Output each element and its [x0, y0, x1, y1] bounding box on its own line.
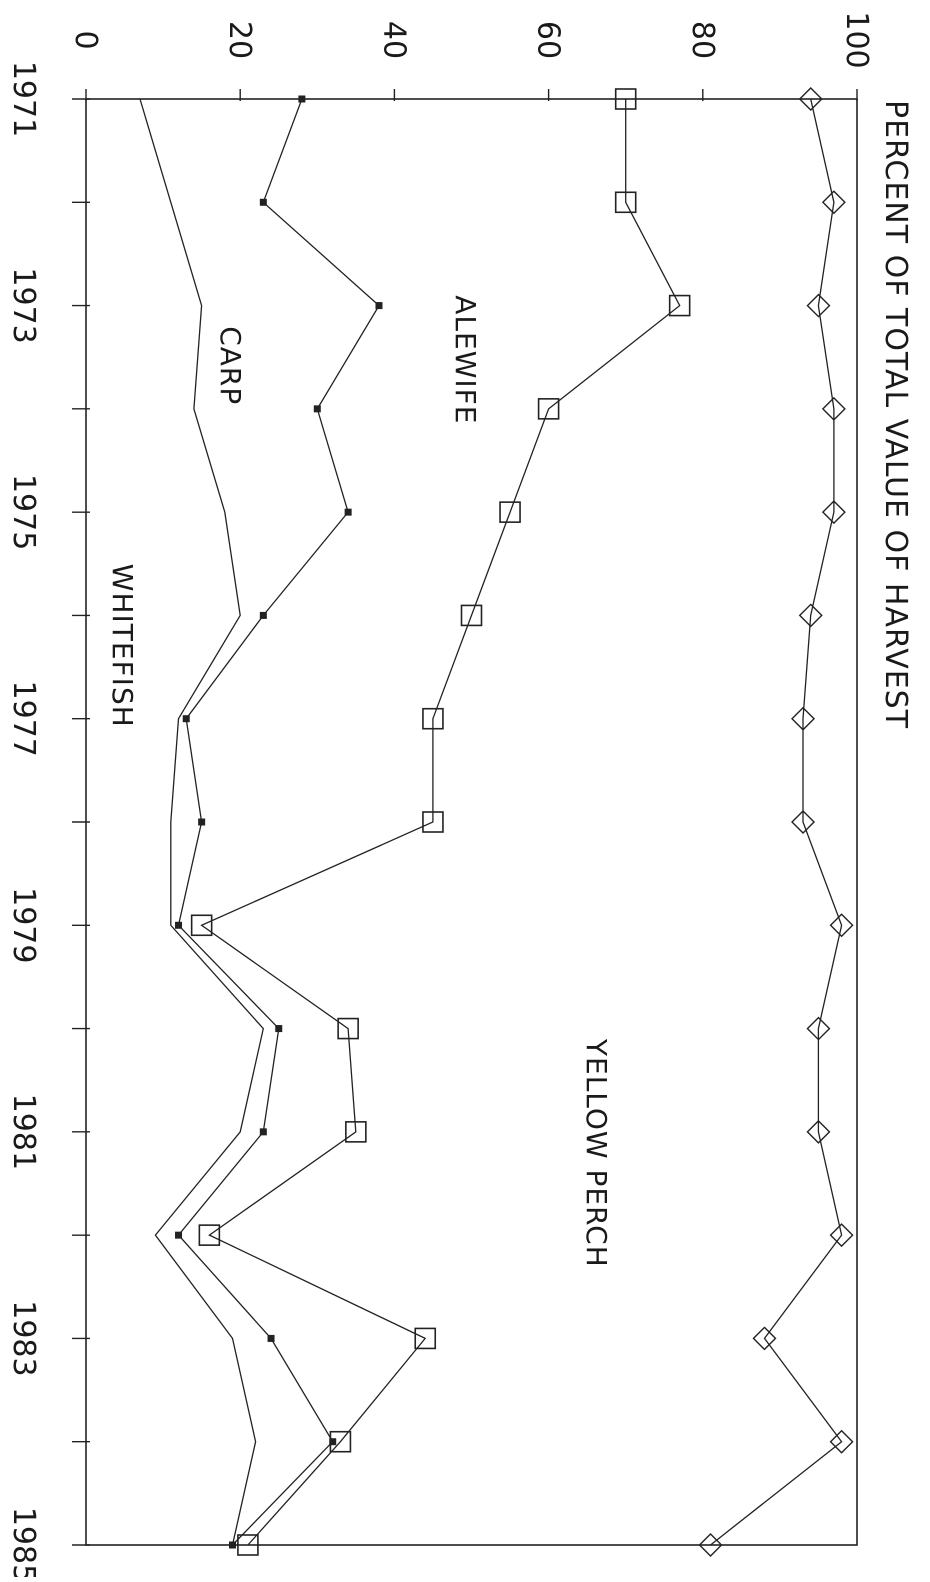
x-tick-label: 1981	[6, 1094, 41, 1170]
dot-marker	[313, 405, 321, 413]
square-marker	[329, 1430, 352, 1453]
dot-marker	[267, 1334, 275, 1342]
diamond-marker	[806, 1016, 831, 1041]
diamond-marker	[752, 1326, 777, 1351]
series-line-1	[139, 98, 265, 1546]
series-line-4	[710, 98, 843, 1546]
dot-marker	[375, 302, 383, 310]
y-tick-label: 60	[531, 21, 566, 59]
dot-marker	[259, 1128, 267, 1136]
square-marker	[198, 1224, 221, 1246]
diamond-marker	[821, 396, 846, 421]
diamond-marker	[829, 1429, 854, 1454]
square-marker	[190, 914, 213, 937]
square-marker	[422, 811, 444, 833]
square-marker	[614, 191, 637, 214]
y-tick-label: 100	[839, 11, 874, 68]
series-label: CARP	[214, 326, 247, 405]
dot-marker	[182, 715, 190, 723]
y-tick-label: 80	[685, 21, 720, 59]
annotation-layer: WHITEFISH CARP ALEWIFE YELLOW PERCH	[106, 295, 613, 1268]
dot-marker	[259, 611, 267, 619]
x-tick-label: 1983	[6, 1300, 41, 1376]
y-tick-label: 0	[68, 30, 103, 49]
square-marker	[499, 501, 521, 523]
series-line-3	[200, 99, 681, 1546]
x-axis-ticks: 1971 1973 1975 1977 1979 1981 1983 1985	[6, 61, 90, 1582]
square-marker	[537, 398, 560, 420]
square-marker	[237, 1534, 259, 1556]
square-marker	[460, 604, 483, 627]
series-label: WHITEFISH	[106, 564, 139, 728]
dot-marker	[275, 1025, 283, 1033]
series-label: ALEWIFE	[449, 295, 482, 424]
x-tick-label: 1977	[6, 681, 41, 757]
y-tick-label: 20	[222, 21, 257, 59]
series-layer	[139, 87, 854, 1557]
y-tick-label: 40	[376, 21, 411, 59]
series-label: YELLOW PERCH	[580, 1038, 613, 1268]
x-tick-label: 1985	[6, 1507, 41, 1577]
square-marker	[337, 1017, 359, 1040]
x-tick-label: 1971	[6, 61, 41, 137]
square-marker	[414, 1327, 437, 1350]
dot-marker	[175, 1231, 183, 1239]
x-tick-label: 1975	[6, 474, 41, 550]
dot-marker	[298, 95, 306, 103]
diamond-marker	[798, 87, 823, 111]
y-axis-title: PERCENT OF TOTAL VALUE OF HARVEST	[878, 100, 913, 729]
square-marker	[668, 294, 691, 317]
x-tick-label: 1973	[6, 267, 41, 343]
dot-marker	[198, 818, 206, 826]
diamond-marker	[806, 293, 831, 318]
x-tick-label: 1979	[6, 887, 41, 963]
diamond-marker	[791, 810, 816, 834]
dot-marker	[228, 1541, 236, 1549]
y-axis-ticks: 0 20 40 60 80 100	[68, 11, 874, 101]
square-marker	[345, 1121, 367, 1143]
diamond-marker	[798, 603, 823, 628]
diamond-marker	[829, 1223, 854, 1248]
diamond-marker	[829, 913, 854, 938]
diamond-marker	[791, 706, 816, 731]
dot-marker	[175, 921, 183, 929]
square-marker	[422, 707, 444, 730]
dot-marker	[259, 198, 267, 206]
diamond-marker	[821, 190, 846, 215]
diamond-marker	[821, 500, 846, 525]
diamond-marker	[698, 1533, 723, 1557]
series-line-2	[177, 98, 380, 1546]
dot-marker	[344, 508, 352, 516]
square-marker	[614, 88, 637, 110]
diamond-marker	[806, 1119, 831, 1144]
